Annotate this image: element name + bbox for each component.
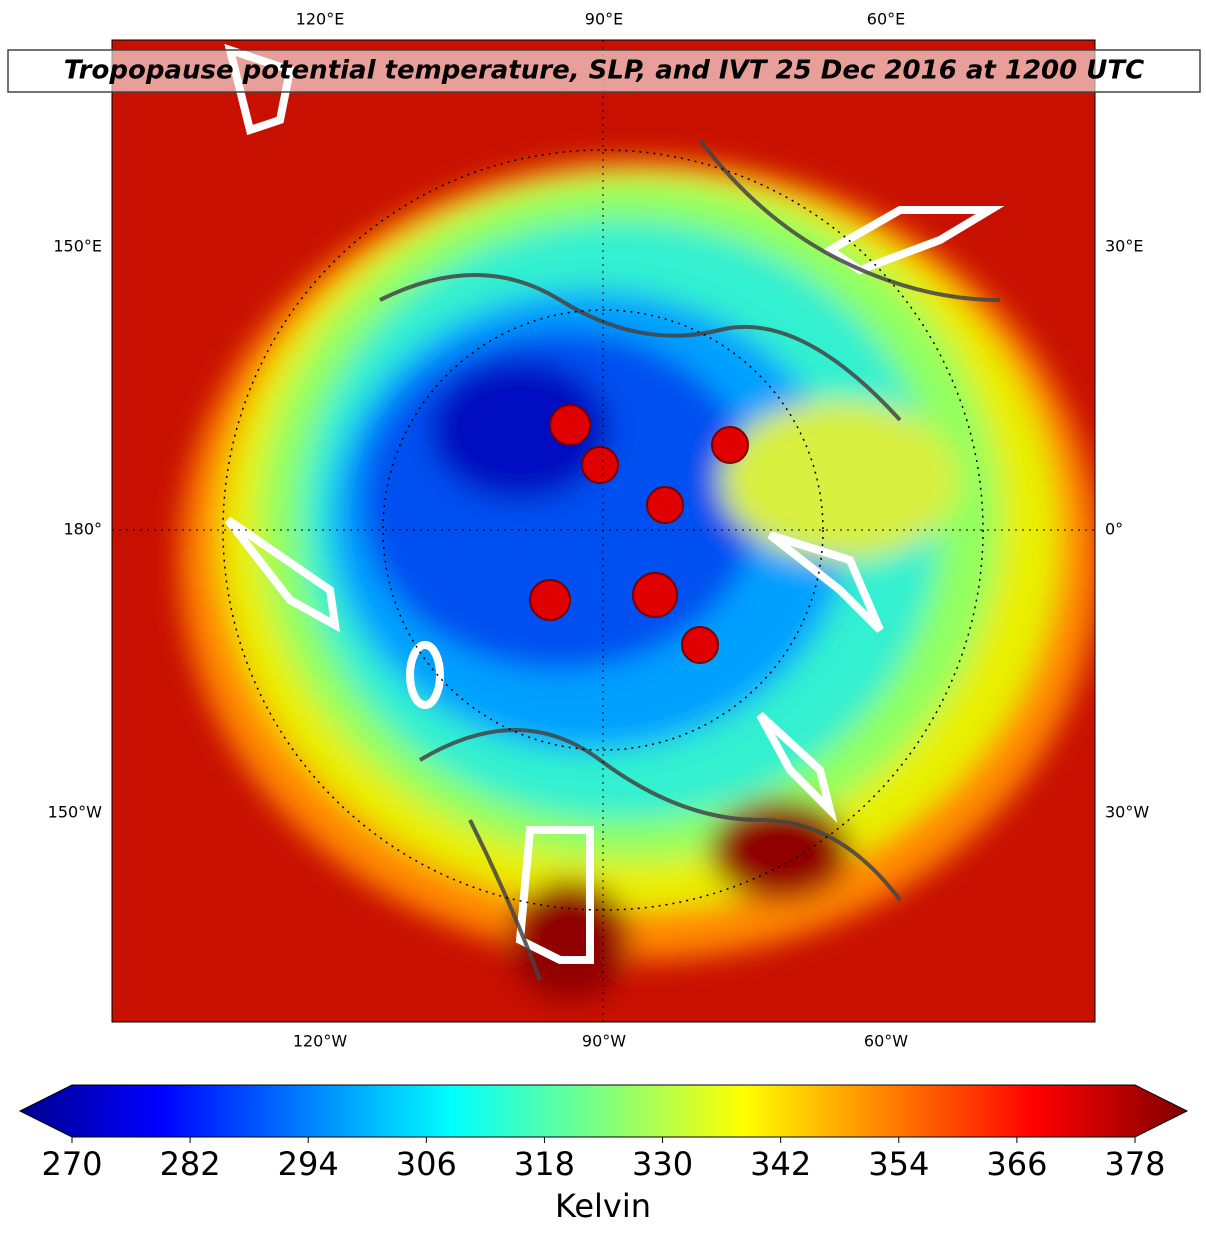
colorbar-label: Kelvin <box>555 1187 651 1225</box>
lat-label: 0° <box>1105 520 1123 539</box>
lon-label: 90°E <box>585 10 623 29</box>
colorbar-tick-label: 366 <box>986 1145 1047 1183</box>
lat-label: 30°W <box>1105 803 1149 822</box>
colorbar-body <box>18 1084 1189 1138</box>
colorbar-tick-label: 306 <box>396 1145 457 1183</box>
lon-label: 120°E <box>296 10 345 29</box>
title: Tropopause potential temperature, SLP, a… <box>64 56 1144 86</box>
lat-label: 150°E <box>53 237 102 256</box>
lat-label: 180° <box>63 520 102 539</box>
map-frame <box>111 39 1096 1023</box>
colorbar: Kelvin 270 282 294 306 318 330 342 354 366 378 <box>18 1084 1189 1225</box>
lon-label: 60°W <box>864 1032 908 1051</box>
lon-labels: 120°E 90°E 60°E 120°W 90°W 60°W 150°E 180° 150°W… <box>48 10 1150 1051</box>
lon-label: 120°W <box>293 1032 348 1051</box>
colorbar-tick-label: 330 <box>632 1145 693 1183</box>
colorbar-tick-label: 378 <box>1104 1145 1165 1183</box>
colorbar-tick-label: 282 <box>160 1145 221 1183</box>
title-box <box>7 49 1201 93</box>
colorbar-tick-label: 342 <box>750 1145 811 1183</box>
colorbar-tick-label: 294 <box>278 1145 339 1183</box>
lat-label: 30°E <box>1105 237 1143 256</box>
lon-label: 90°W <box>582 1032 626 1051</box>
colorbar-tick-label: 354 <box>868 1145 929 1183</box>
colorbar-tick-label: 270 <box>41 1145 102 1183</box>
colorbar-tick-label: 318 <box>514 1145 575 1183</box>
lat-label: 150°W <box>48 803 103 822</box>
map <box>112 40 1095 1022</box>
lon-label: 60°E <box>867 10 905 29</box>
